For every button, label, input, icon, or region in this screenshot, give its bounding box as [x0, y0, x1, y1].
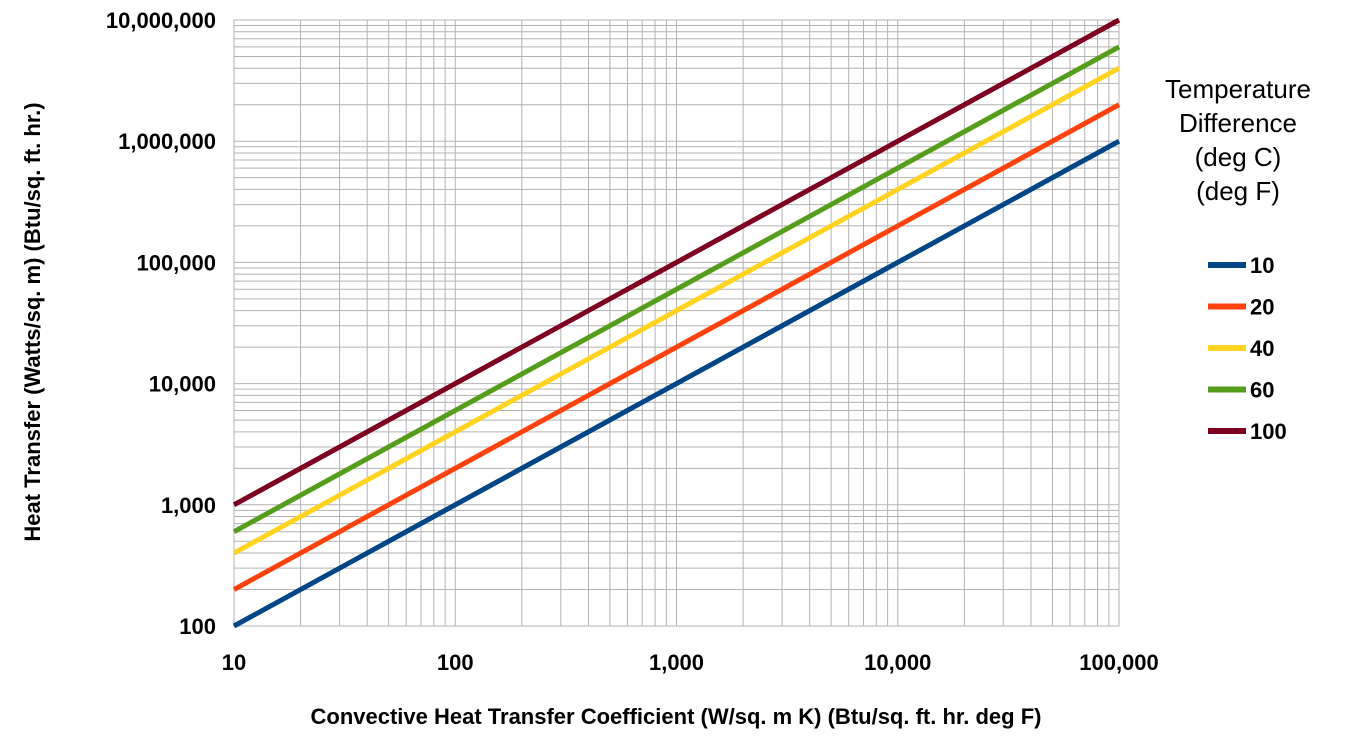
series-line-60: [232, 44, 1121, 534]
legend-item: 60: [1208, 378, 1274, 403]
legend-items: 10 20 40 60 100: [1208, 253, 1287, 444]
y-axis-title: Heat Transfer (Watts/sq. m) (Btu/sq. ft.…: [20, 102, 45, 541]
y-tick-label: 1,000: [161, 493, 216, 518]
y-tick-label: 100,000: [136, 250, 216, 275]
legend-item: 10: [1208, 253, 1274, 278]
legend-label: 20: [1250, 295, 1274, 320]
legend-label: 100: [1250, 419, 1287, 444]
grid: [233, 19, 1120, 627]
x-tick-label: 100,000: [1079, 650, 1159, 675]
x-tick-label: 10,000: [864, 650, 931, 675]
y-tick-label: 10,000,000: [106, 8, 216, 33]
legend-title: Temperature Difference (deg C) (deg F): [1165, 74, 1311, 206]
legend-label: 60: [1250, 378, 1274, 403]
legend-item: 100: [1208, 419, 1287, 444]
series-line-10: [232, 139, 1121, 629]
y-tick-label: 10,000: [149, 372, 216, 397]
legend-item: 20: [1208, 295, 1274, 320]
x-tick-label: 1,000: [649, 650, 704, 675]
legend-item: 40: [1208, 336, 1274, 361]
legend-label: 10: [1250, 253, 1274, 278]
legend-title-line: Temperature: [1165, 74, 1311, 104]
x-tick-label: 10: [222, 650, 246, 675]
plot-area-frame: [233, 19, 1120, 627]
y-tick-label: 1,000,000: [118, 129, 216, 154]
legend: Temperature Difference (deg C) (deg F) 10 20…: [1165, 74, 1311, 444]
series-layer: [232, 17, 1121, 629]
x-tick-label: 100: [437, 650, 474, 675]
y-axis-ticks: 100 1,000 10,000 100,000 1,000,000 10,000,000: [106, 8, 216, 639]
legend-title-line: Difference: [1179, 108, 1297, 138]
series-line-20: [232, 102, 1121, 592]
x-axis-title: Convective Heat Transfer Coefficient (W/…: [311, 704, 1042, 729]
legend-title-line: (deg F): [1196, 176, 1280, 206]
y-tick-label: 100: [179, 614, 216, 639]
legend-title-line: (deg C): [1195, 142, 1282, 172]
series-line-40: [232, 66, 1121, 556]
legend-label: 40: [1250, 336, 1274, 361]
x-axis-ticks: 10 100 1,000 10,000 100,000: [222, 650, 1159, 675]
series-line-100: [232, 17, 1121, 507]
